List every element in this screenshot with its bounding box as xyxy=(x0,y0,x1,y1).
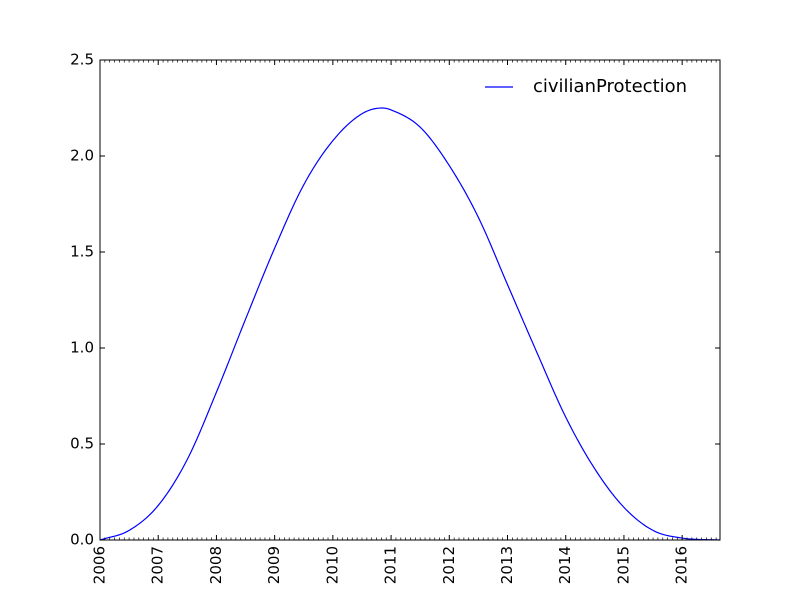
y-tick-label: 1.5 xyxy=(70,243,94,261)
legend-label: civilianProtection xyxy=(533,76,687,97)
y-tick-label: 2.0 xyxy=(70,147,94,165)
x-tick-label: 2011 xyxy=(382,546,400,584)
plot-frame xyxy=(99,59,721,541)
legend: civilianProtection xyxy=(485,76,687,97)
x-tick-label: 2012 xyxy=(440,546,458,584)
y-tick-label: 0.5 xyxy=(70,435,94,453)
series-line-civilianProtection xyxy=(99,107,721,541)
x-tick-label: 2014 xyxy=(556,546,574,584)
x-tick-label: 2008 xyxy=(207,546,225,584)
x-tick-label: 2009 xyxy=(265,546,283,584)
x-tick-label: 2016 xyxy=(673,546,691,584)
x-tick-label: 2007 xyxy=(149,546,167,584)
x-tick-label: 2015 xyxy=(614,546,632,584)
x-tick-label: 2013 xyxy=(498,546,516,584)
y-tick-label: 0.0 xyxy=(70,531,94,549)
y-tick-label: 2.5 xyxy=(70,51,94,69)
x-tick-label: 2006 xyxy=(91,546,109,584)
x-tick-label: 2010 xyxy=(323,546,341,584)
y-tick-label: 1.0 xyxy=(70,339,94,357)
